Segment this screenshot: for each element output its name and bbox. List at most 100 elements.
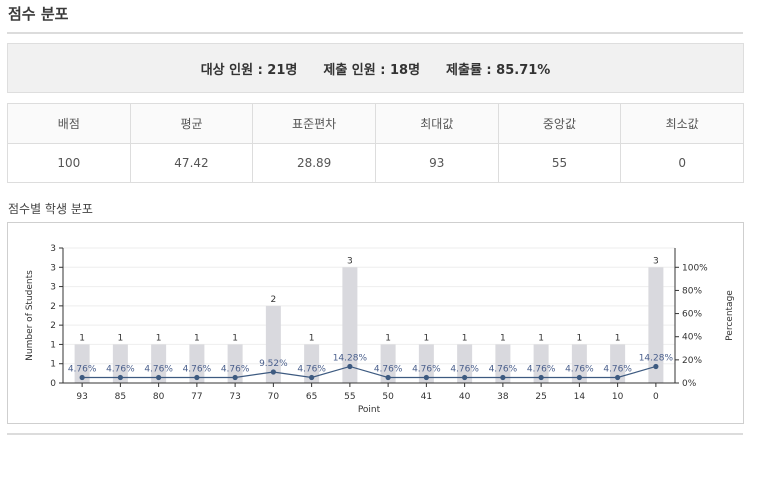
bar [533,344,549,383]
percentage-point [423,374,429,381]
bar [342,267,358,383]
y2-tick-label: 80% [682,286,702,296]
percentage-point [117,374,123,381]
bar-value-label: 1 [118,333,124,343]
percentage-label: 14.28% [333,353,368,363]
y-axis-title: Number of Students [25,270,35,361]
percentage-point [232,374,238,381]
percentage-label: 4.76% [565,364,594,374]
x-tick-label: 73 [229,392,240,402]
percentage-point [347,363,353,370]
bar [265,305,281,383]
y-tick-label: 2 [50,302,56,312]
stats-table: 배점 평균 표준편차 최대값 중앙값 최소값 100 47.42 28.89 9… [7,103,744,183]
bar [112,344,128,383]
percentage-point [653,363,659,370]
score-distribution-chart: 011223330%20%40%60%80%100%19318518017717… [25,244,735,415]
percentage-label: 4.76% [183,364,212,374]
page-title: 점수 분포 [8,5,69,23]
stats-value-row: 100 47.42 28.89 93 55 0 [7,143,744,183]
percentage-label: 4.76% [106,364,135,374]
bar [151,344,167,383]
y-tick-label: 3 [50,283,56,293]
bar-value-label: 1 [462,333,468,343]
bar-value-label: 1 [79,333,85,343]
bar-value-label: 1 [424,333,430,343]
header-minimum: 최소값 [620,103,744,144]
percentage-point [500,374,506,381]
chart-title: 점수별 학생 분포 [8,202,93,216]
header-average: 평균 [129,103,254,144]
y2-tick-label: 100% [682,263,708,273]
percentage-point [309,374,315,381]
bar-value-label: 1 [156,333,162,343]
x-tick-label: 80 [153,392,165,402]
x-tick-label: 50 [382,392,394,402]
x-tick-label: 0 [653,392,659,402]
x-tick-label: 93 [76,392,87,402]
bar-value-label: 1 [538,333,544,343]
percentage-point [576,374,582,381]
bar-value-label: 1 [194,333,200,343]
percentage-point [615,374,621,381]
bar [610,344,626,383]
percentage-label: 4.76% [374,364,403,374]
x-tick-label: 41 [421,392,432,402]
y2-tick-label: 60% [682,310,702,320]
bar [571,344,587,383]
bottom-divider [7,433,743,435]
submitted-count: 제출 인원 : 18명 [323,62,421,78]
bar-value-label: 1 [577,333,583,343]
value-minimum: 0 [620,143,744,183]
bar-value-label: 1 [615,333,621,343]
target-count: 대상 인원 : 21명 [200,62,298,78]
percentage-label: 4.76% [144,364,173,374]
percentage-line [82,365,657,379]
percentage-label: 4.76% [68,364,97,374]
bar-value-label: 1 [309,333,315,343]
x-tick-label: 10 [612,392,624,402]
value-average: 47.42 [129,143,254,183]
bar [227,344,243,383]
value-maximum: 93 [374,143,499,183]
percentage-label: 4.76% [221,364,250,374]
percentage-point [194,374,200,381]
percentage-label: 4.76% [297,364,326,374]
header-maximum: 최대값 [374,103,499,144]
header-max-score: 배점 [7,103,131,144]
value-std-dev: 28.89 [252,143,376,183]
submission-rate: 제출률 : 85.71% [446,62,551,78]
bar-value-label: 1 [500,333,506,343]
percentage-point [538,374,544,381]
bar [74,344,90,383]
title-divider [7,32,743,34]
percentage-label: 4.76% [412,364,441,374]
percentage-label: 4.76% [603,364,632,374]
bar [380,344,396,383]
y-tick-label: 0 [50,379,56,389]
bar [495,344,511,383]
bar-value-label: 1 [232,333,238,343]
stats-header-row: 배점 평균 표준편차 최대값 중앙값 최소값 [7,103,744,144]
y-tick-label: 3 [50,263,56,273]
percentage-point [385,374,391,381]
y-tick-label: 1 [50,360,56,370]
percentage-point [462,374,468,381]
percentage-label: 9.52% [259,359,288,369]
x-tick-label: 25 [535,392,546,402]
x-tick-label: 38 [497,392,509,402]
y2-tick-label: 40% [682,333,702,343]
x-tick-label: 85 [115,392,126,402]
x-tick-label: 65 [306,392,317,402]
bar [304,344,320,383]
y-tick-label: 2 [50,321,56,331]
percentage-point [270,369,276,375]
bar-value-label: 1 [385,333,391,343]
chart-container: 0 1 1 2 2 3 3 3 0% 20% 40% 60% 80% 100% 1 93 1 85 1 80 1 77 1 7… [7,222,744,424]
y-tick-label: 1 [50,340,56,350]
x-tick-label: 55 [344,392,355,402]
percentage-label: 14.28% [639,353,674,363]
percentage-label: 4.76% [527,364,556,374]
bar [648,267,664,383]
percentage-label: 4.76% [489,364,518,374]
